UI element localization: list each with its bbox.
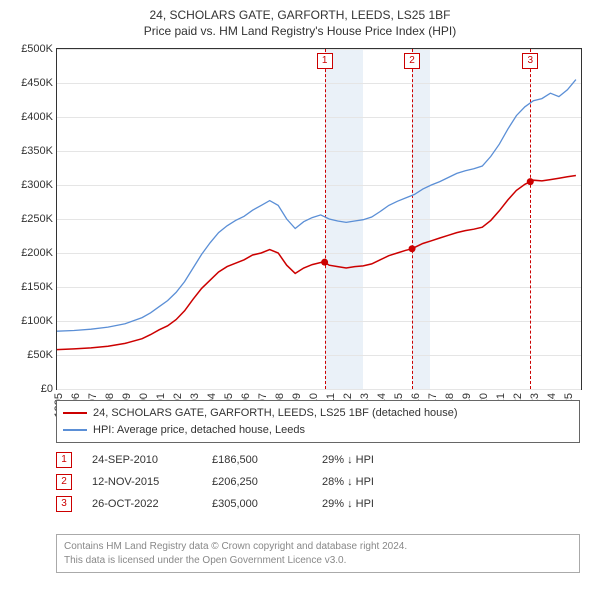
event-price: £186,500 [212, 454, 302, 466]
legend-label: 24, SCHOLARS GATE, GARFORTH, LEEDS, LS25… [93, 405, 458, 422]
event-row: 2 12-NOV-2015 £206,250 28% ↓ HPI [56, 474, 580, 490]
y-axis-label: £300K [21, 179, 53, 191]
event-price: £305,000 [212, 498, 302, 510]
event-date: 12-NOV-2015 [92, 476, 192, 488]
footer-line-2: This data is licensed under the Open Gov… [64, 554, 572, 568]
event-price: £206,250 [212, 476, 302, 488]
event-marker-2: 2 [56, 474, 72, 490]
legend: 24, SCHOLARS GATE, GARFORTH, LEEDS, LS25… [56, 400, 580, 443]
y-axis-label: £200K [21, 247, 53, 259]
y-axis-label: £0 [41, 383, 53, 395]
chart-titles: 24, SCHOLARS GATE, GARFORTH, LEEDS, LS25… [0, 0, 600, 39]
legend-item-hpi: HPI: Average price, detached house, Leed… [63, 422, 573, 439]
y-axis-label: £450K [21, 77, 53, 89]
legend-swatch [63, 429, 87, 431]
legend-label: HPI: Average price, detached house, Leed… [93, 422, 305, 439]
legend-swatch [63, 412, 87, 414]
price-chart: £0£50K£100K£150K£200K£250K£300K£350K£400… [56, 48, 582, 390]
event-marker-3: 3 [56, 496, 72, 512]
event-row: 1 24-SEP-2010 £186,500 29% ↓ HPI [56, 452, 580, 468]
footer-line-1: Contains HM Land Registry data © Crown c… [64, 540, 572, 554]
y-axis-label: £50K [27, 349, 53, 361]
event-diff: 29% ↓ HPI [322, 498, 374, 510]
attribution-footer: Contains HM Land Registry data © Crown c… [56, 534, 580, 573]
event-table: 1 24-SEP-2010 £186,500 29% ↓ HPI 2 12-NO… [56, 446, 580, 518]
y-axis-label: £100K [21, 315, 53, 327]
event-row: 3 26-OCT-2022 £305,000 29% ↓ HPI [56, 496, 580, 512]
legend-item-property: 24, SCHOLARS GATE, GARFORTH, LEEDS, LS25… [63, 405, 573, 422]
y-axis-label: £500K [21, 43, 53, 55]
y-axis-label: £350K [21, 145, 53, 157]
event-date: 24-SEP-2010 [92, 454, 192, 466]
title-line-2: Price paid vs. HM Land Registry's House … [0, 24, 600, 40]
title-line-1: 24, SCHOLARS GATE, GARFORTH, LEEDS, LS25… [0, 8, 600, 24]
event-diff: 28% ↓ HPI [322, 476, 374, 488]
y-axis-label: £150K [21, 281, 53, 293]
y-axis-label: £250K [21, 213, 53, 225]
event-marker-1: 1 [56, 452, 72, 468]
event-diff: 29% ↓ HPI [322, 454, 374, 466]
y-axis-label: £400K [21, 111, 53, 123]
event-date: 26-OCT-2022 [92, 498, 192, 510]
